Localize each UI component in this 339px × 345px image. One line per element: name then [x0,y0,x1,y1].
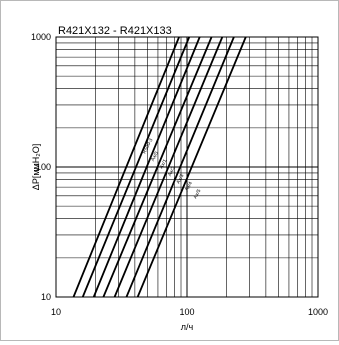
series-line [72,36,180,298]
axis-ticks: 10 100 1000 10 100 1000 [31,32,328,317]
series-label: Ax/1 [158,158,168,170]
curve-labels: R500-3Ax/0Ax/1Ax/2Ax/3Ax/4Ax/5 [141,137,202,199]
plot-border [55,36,319,298]
chart-title: R421X132 - R421X133 [58,25,172,37]
series-line [102,36,213,298]
y-tick-label: 100 [36,162,51,172]
x-axis-label: л/ч [181,322,194,332]
x-tick-label: 1000 [308,307,328,317]
chart-grid [55,36,319,298]
x-tick-label: 100 [179,307,194,317]
x-tick-label: 10 [51,307,61,317]
y-axis-label: ΔP[ммH₂O] [31,144,41,190]
series-label: Ax/3 [175,173,185,185]
y-tick-label: 10 [41,292,51,302]
y-tick-label: 1000 [31,32,51,42]
series-line [81,36,191,298]
series-label: Ax/2 [167,166,177,178]
series-line [125,36,235,298]
series-label: Ax/5 [192,188,202,200]
series-line [92,36,201,298]
series-line [113,36,224,298]
series-line [136,36,247,298]
series-label: Ax/0 [150,151,160,163]
series-label: Ax/4 [184,181,194,193]
pressure-drop-chart: R421X132 - R421X133 R500-3Ax/0Ax/1Ax/2Ax… [31,25,328,332]
chart-curves [72,36,247,298]
